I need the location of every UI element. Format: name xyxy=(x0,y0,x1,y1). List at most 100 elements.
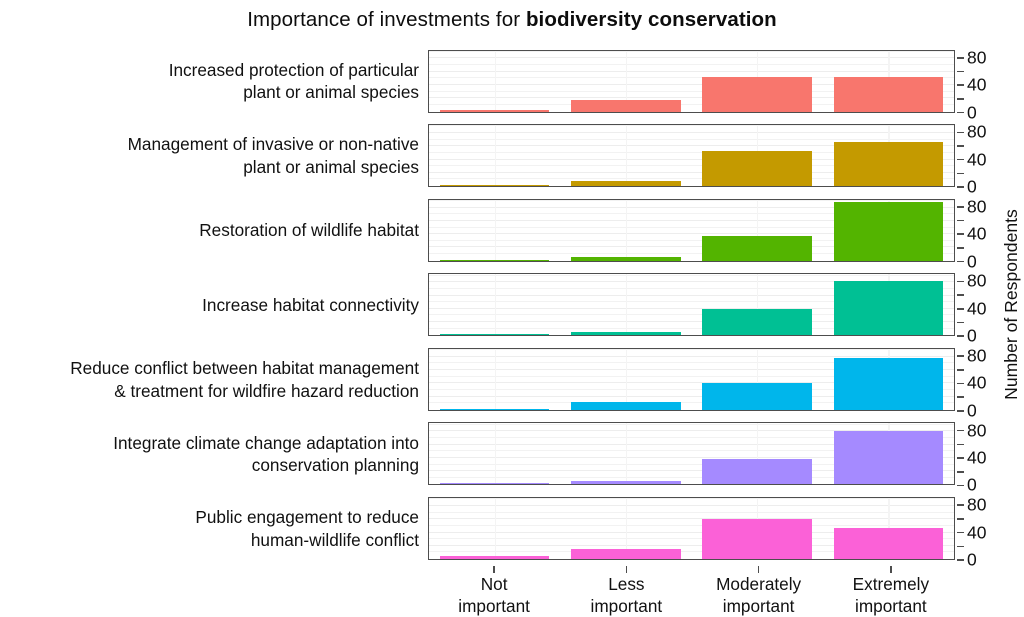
plot-panel-wrapper xyxy=(428,342,957,417)
x-axis-category-label-line2: important xyxy=(560,596,692,617)
bar[interactable] xyxy=(440,483,550,484)
plot-panel xyxy=(428,422,955,485)
bar[interactable] xyxy=(571,332,681,335)
bar[interactable] xyxy=(571,481,681,485)
bar[interactable] xyxy=(440,556,550,559)
bar[interactable] xyxy=(440,185,550,186)
plot-panel xyxy=(428,348,955,411)
x-axis-tick xyxy=(428,566,560,573)
bar-slot xyxy=(692,274,823,335)
facet-label-line: Public engagement to reduce xyxy=(195,506,419,529)
facet-row: Reduce conflict between habitat manageme… xyxy=(0,342,1024,417)
y-axis-tick xyxy=(957,159,964,161)
plot-panel-wrapper xyxy=(428,268,957,343)
bar[interactable] xyxy=(571,181,681,186)
bar[interactable] xyxy=(702,519,812,559)
y-axis-tick-label: 0 xyxy=(967,551,977,569)
bar[interactable] xyxy=(571,402,681,410)
x-axis-tick xyxy=(560,566,692,573)
y-axis-title: Number of Respondents xyxy=(998,0,1024,608)
y-axis-tick xyxy=(957,410,964,412)
bar[interactable] xyxy=(440,409,550,410)
bar[interactable] xyxy=(834,142,944,186)
y-axis-tick xyxy=(957,457,964,459)
y-axis-tick-label: 80 xyxy=(967,347,986,365)
bar-group xyxy=(429,498,954,559)
bar[interactable] xyxy=(702,309,812,336)
y-axis-tick xyxy=(957,396,964,398)
bar[interactable] xyxy=(834,431,944,484)
bar-slot xyxy=(560,51,691,112)
y-axis-tick xyxy=(957,112,964,114)
bar[interactable] xyxy=(834,77,944,111)
y-axis-tick xyxy=(957,98,964,100)
y-axis-tick xyxy=(957,220,964,222)
x-axis-category-label-line2: important xyxy=(428,596,560,617)
bar[interactable] xyxy=(440,110,550,112)
facet-label-3: Restoration of wildlife habitat xyxy=(0,193,428,268)
plot-panel xyxy=(428,497,955,560)
y-axis-tick xyxy=(957,546,964,548)
bar[interactable] xyxy=(834,528,944,559)
y-axis-tick-label: 40 xyxy=(967,151,986,169)
bar-slot xyxy=(560,200,691,261)
bar-slot xyxy=(692,423,823,484)
bar[interactable] xyxy=(834,358,944,410)
x-axis-ticks xyxy=(428,566,957,573)
bar-group xyxy=(429,423,954,484)
y-axis-tick xyxy=(957,261,964,263)
y-axis-tick xyxy=(957,247,964,249)
plot-panel-wrapper xyxy=(428,492,957,567)
bar[interactable] xyxy=(571,100,681,111)
y-axis-tick xyxy=(957,71,964,73)
bar-slot xyxy=(692,200,823,261)
y-axis-tick-label: 80 xyxy=(967,497,986,515)
bar[interactable] xyxy=(440,260,550,261)
plot-panel xyxy=(428,273,955,336)
y-axis-tick xyxy=(957,84,964,86)
bar[interactable] xyxy=(571,549,681,559)
y-axis-tick xyxy=(957,383,964,385)
bar[interactable] xyxy=(702,383,812,410)
bar[interactable] xyxy=(440,334,550,335)
bar-slot xyxy=(560,498,691,559)
bar[interactable] xyxy=(702,151,812,186)
bar-slot xyxy=(692,125,823,186)
bar[interactable] xyxy=(834,202,944,260)
y-axis-tick-label: 40 xyxy=(967,449,986,467)
x-axis-category-label-line2: important xyxy=(693,596,825,617)
facet-label-line: Increase habitat connectivity xyxy=(202,294,419,317)
bar[interactable] xyxy=(571,257,681,260)
bar-slot xyxy=(429,349,560,410)
y-axis-tick xyxy=(957,145,964,147)
bar-slot xyxy=(823,200,954,261)
bar-slot xyxy=(823,274,954,335)
y-axis-tick xyxy=(957,294,964,296)
y-axis-tick-label: 80 xyxy=(967,422,986,440)
y-axis-tick xyxy=(957,57,964,59)
y-axis-tick xyxy=(957,532,964,534)
bar-slot xyxy=(429,200,560,261)
facet-label-line: Integrate climate change adaptation into xyxy=(113,432,419,455)
y-axis-tick-label: 80 xyxy=(967,49,986,67)
facet-label-line: Reduce conflict between habitat manageme… xyxy=(70,357,419,380)
facet-label-line: conservation planning xyxy=(252,454,419,477)
y-axis-tick-label: 40 xyxy=(967,524,986,542)
x-axis-category-label-line1: Extremely xyxy=(825,574,957,596)
chart-title-emphasis: biodiversity conservation xyxy=(526,8,777,31)
facet-label-line: Restoration of wildlife habitat xyxy=(199,219,419,242)
bar[interactable] xyxy=(702,236,812,261)
y-axis-tick-label: 80 xyxy=(967,273,986,291)
bar[interactable] xyxy=(834,281,944,335)
y-axis-tick-label: 80 xyxy=(967,198,986,216)
bar[interactable] xyxy=(702,459,812,484)
y-axis-tick xyxy=(957,504,964,506)
bar[interactable] xyxy=(702,77,812,111)
